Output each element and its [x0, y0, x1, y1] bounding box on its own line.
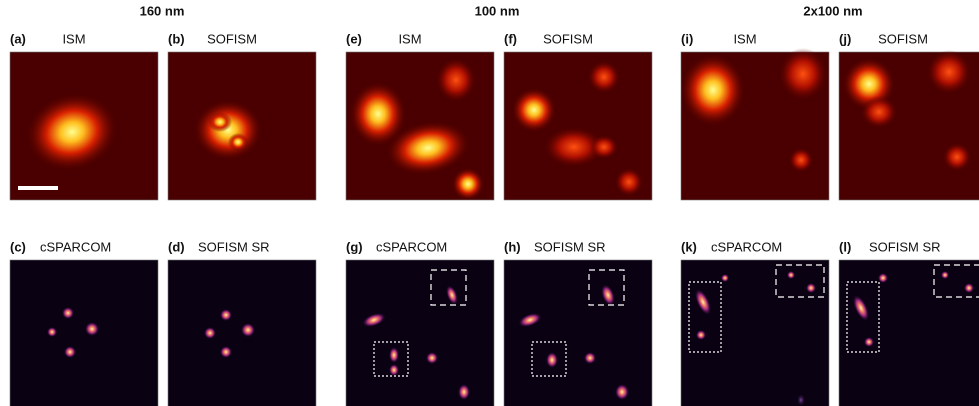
- panel-image: [346, 260, 494, 406]
- blob: [85, 322, 99, 336]
- blob: [943, 143, 971, 171]
- blob: [194, 100, 262, 160]
- panel-image: [168, 260, 316, 406]
- panel-image: [839, 260, 979, 406]
- blob: [681, 54, 745, 126]
- blob: [615, 168, 643, 196]
- panel-name: cSPARCOM: [40, 239, 111, 254]
- blob: [878, 273, 888, 283]
- panel-image: [681, 48, 829, 200]
- blob: [588, 61, 620, 93]
- panel-letter: (k): [681, 239, 697, 254]
- blob: [861, 96, 897, 128]
- panel-name: SOFISM: [207, 31, 257, 46]
- blob: [787, 271, 795, 279]
- image-background: [346, 260, 494, 406]
- panel-name: cSPARCOM: [711, 239, 782, 254]
- image-background: [10, 260, 158, 406]
- blob: [389, 347, 399, 363]
- blob: [220, 309, 232, 321]
- blob: [789, 148, 813, 172]
- figure: 160 nm (a) ISM (b) SOFISM (c) cSPARCOM (d) SOFIS…: [0, 0, 979, 406]
- panel-name: ISM: [733, 31, 756, 46]
- blob: [590, 135, 618, 159]
- image-background: [504, 260, 652, 406]
- blob: [696, 330, 706, 340]
- group-title: 160 nm: [140, 3, 185, 18]
- panel-name: SOFISM SR: [534, 239, 606, 254]
- panel-letter: (c): [10, 239, 26, 254]
- panel-letter: (h): [504, 239, 521, 254]
- blob: [64, 346, 76, 358]
- group-title: 2x100 nm: [803, 3, 862, 18]
- blob: [47, 327, 57, 337]
- panel-letter: (i): [681, 31, 693, 46]
- panel-letter: (l): [839, 239, 851, 254]
- blob: [458, 384, 470, 400]
- blob: [228, 133, 248, 151]
- panel-name: ISM: [62, 31, 85, 46]
- panel-letter: (e): [346, 31, 362, 46]
- blob: [452, 168, 484, 200]
- panel-name: SOFISM: [878, 31, 928, 46]
- panel-image: [10, 52, 158, 200]
- panel-name: SOFISM SR: [198, 239, 270, 254]
- panel-image: [168, 52, 316, 200]
- blob: [426, 352, 438, 364]
- panel-image: [504, 260, 652, 406]
- blob: [721, 274, 729, 282]
- blob: [389, 364, 399, 376]
- blob: [241, 323, 255, 337]
- panel-letter: (a): [10, 31, 26, 46]
- panel-image: [504, 52, 652, 200]
- blob: [806, 283, 816, 293]
- panel-letter: (j): [839, 31, 851, 46]
- panel-image: [839, 50, 979, 200]
- blob: [512, 88, 556, 132]
- scale-bar: [18, 186, 58, 190]
- panel-name: SOFISM SR: [869, 239, 941, 254]
- blob: [941, 271, 949, 279]
- panel-image: [346, 52, 494, 200]
- blob: [584, 352, 596, 364]
- blob: [204, 327, 216, 339]
- blob: [62, 307, 74, 319]
- blob: [615, 384, 629, 400]
- blob: [864, 337, 874, 347]
- panel-image: [681, 260, 829, 406]
- panel-letter: (f): [504, 31, 517, 46]
- panel-name: SOFISM: [543, 31, 593, 46]
- panel-name: ISM: [398, 31, 421, 46]
- blob: [927, 50, 971, 94]
- group-title: 100 nm: [475, 3, 520, 18]
- blob: [220, 346, 232, 358]
- panel-image: [10, 260, 158, 406]
- blob: [964, 283, 974, 293]
- panel-name: cSPARCOM: [376, 239, 447, 254]
- blob: [546, 352, 558, 368]
- blob: [797, 394, 805, 406]
- panel-letter: (b): [168, 31, 185, 46]
- panel-letter: (d): [168, 239, 185, 254]
- panel-letter: (g): [346, 239, 363, 254]
- blob: [779, 48, 827, 100]
- blob: [436, 58, 476, 102]
- blob: [208, 112, 232, 132]
